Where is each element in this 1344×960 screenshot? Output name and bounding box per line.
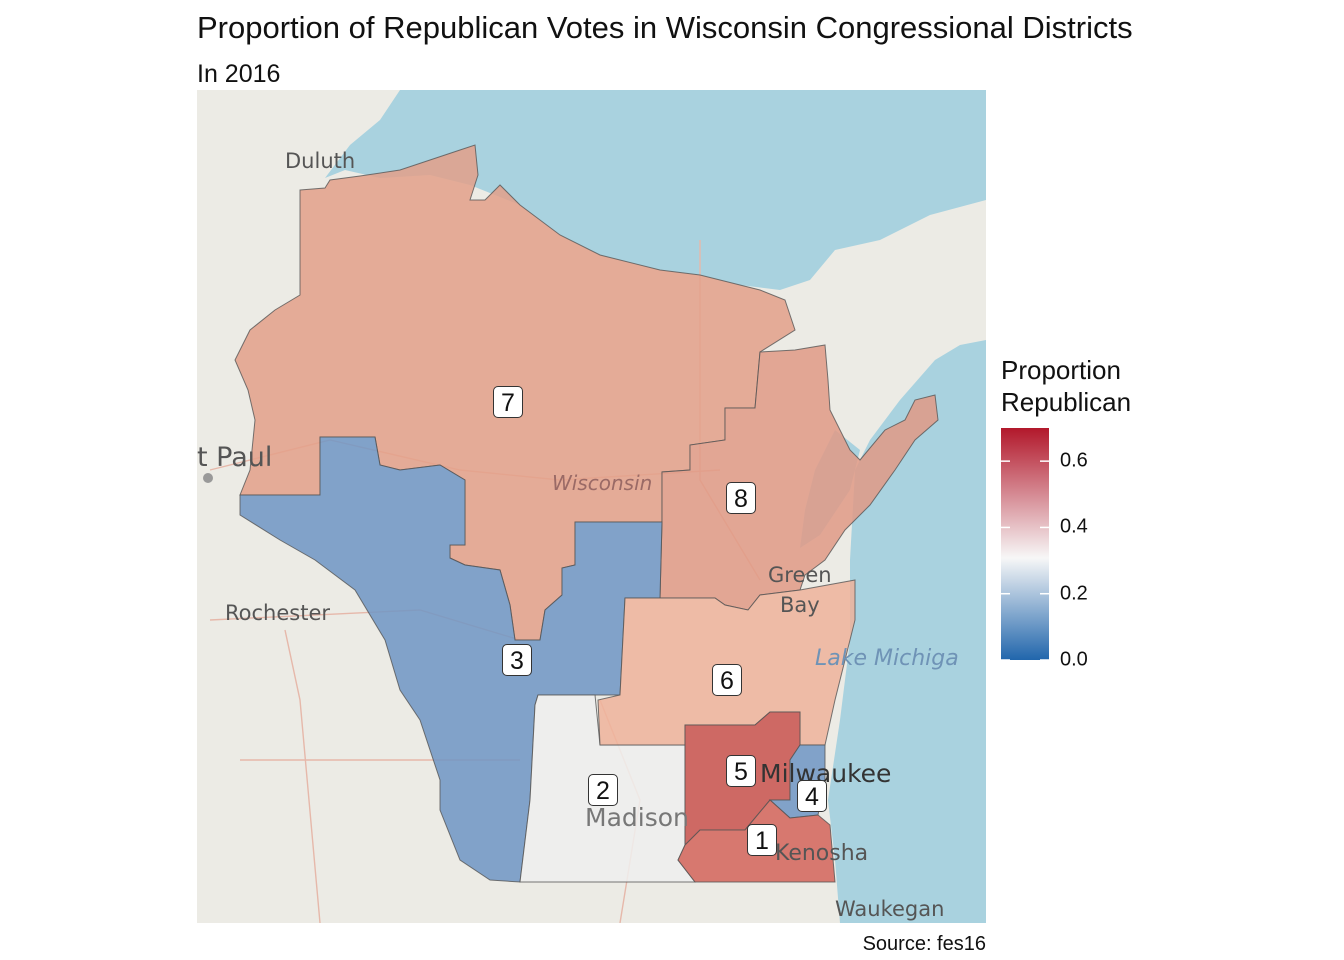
basemap-label-bay: Bay <box>780 593 820 617</box>
legend-tick-label: 0.4 <box>1060 515 1088 538</box>
st-paul-marker <box>203 473 213 483</box>
district-label-2: 2 <box>588 774 618 806</box>
basemap-label-rochester: Rochester <box>225 601 330 625</box>
district-label-6: 6 <box>712 664 742 696</box>
basemap-label-lake-michigan: Lake Michiga <box>815 646 959 671</box>
legend-title: Proportion Republican <box>1001 354 1131 418</box>
chart-caption: Source: fes16 <box>862 933 986 955</box>
legend-gradient <box>1001 428 1049 660</box>
legend-colorbar <box>1001 428 1049 660</box>
legend-tick-label: 0.0 <box>1060 648 1088 671</box>
basemap-label-wisconsin: Wisconsin <box>552 471 652 495</box>
district-label-3: 3 <box>502 644 532 676</box>
chart-title: Proportion of Republican Votes in Wiscon… <box>197 10 1133 45</box>
basemap-label-madison: Madison <box>585 803 689 832</box>
basemap-label-kenosha: Kenosha <box>775 841 868 866</box>
lake-superior <box>325 90 986 290</box>
chart-subtitle: In 2016 <box>197 60 281 88</box>
legend-title-line1: Proportion <box>1001 355 1121 385</box>
district-label-1: 1 <box>747 824 777 856</box>
basemap-label-waukegan: Waukegan <box>835 897 944 921</box>
legend-title-line2: Republican <box>1001 387 1132 417</box>
district-label-4: 4 <box>797 780 827 812</box>
basemap-label-st-paul: t Paul <box>197 442 272 473</box>
district-label-5: 5 <box>726 755 756 787</box>
legend-tick-label: 0.6 <box>1060 449 1088 472</box>
basemap-label-green: Green <box>768 563 832 587</box>
district-label-7: 7 <box>493 386 523 418</box>
district-8[interactable] <box>659 344 939 611</box>
basemap-label-duluth: Duluth <box>285 149 355 173</box>
legend-tick-label: 0.2 <box>1060 582 1088 605</box>
district-label-8: 8 <box>726 482 756 514</box>
